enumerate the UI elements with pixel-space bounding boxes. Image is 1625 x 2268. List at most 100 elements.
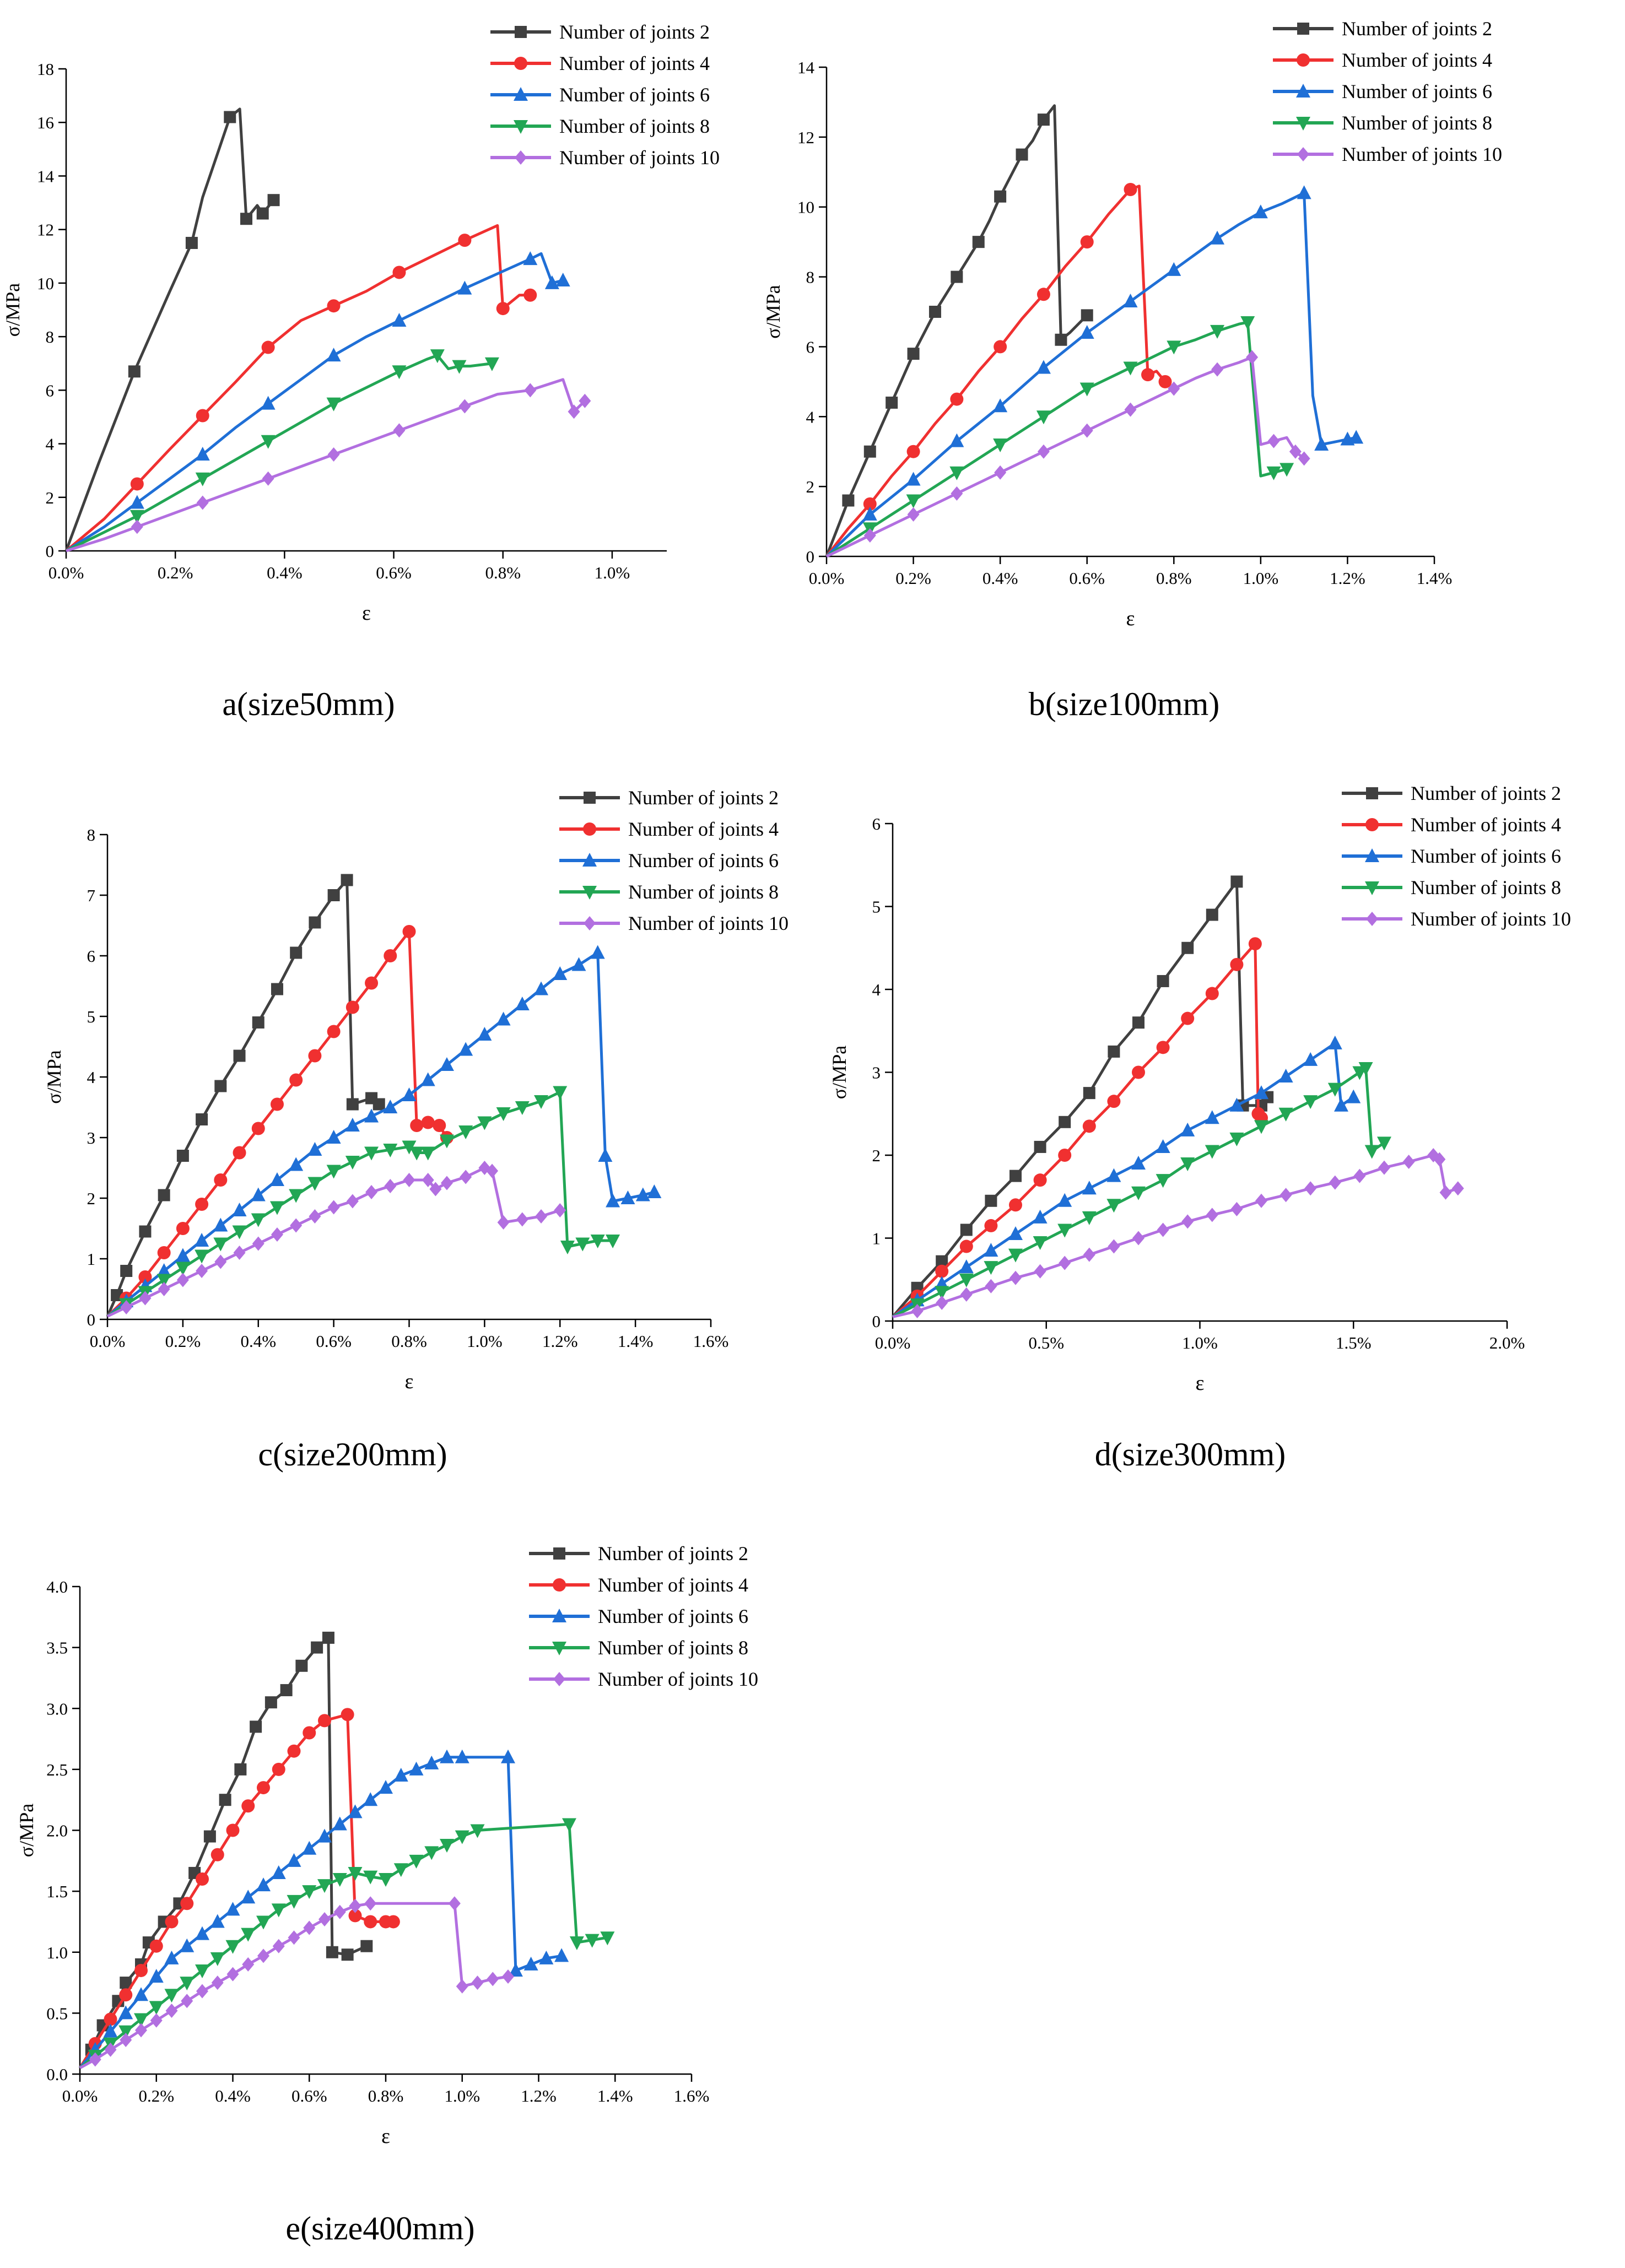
x-axis-label: ε bbox=[362, 602, 371, 625]
data-point bbox=[156, 1274, 171, 1288]
data-point bbox=[289, 1189, 304, 1203]
data-point bbox=[477, 1027, 492, 1041]
data-point bbox=[363, 1792, 378, 1806]
legend-marker bbox=[514, 120, 528, 134]
x-tick-label: 0.2% bbox=[138, 2086, 174, 2105]
data-point bbox=[134, 1963, 148, 1977]
data-point bbox=[241, 1890, 256, 1904]
data-point bbox=[211, 1975, 224, 1990]
data-point bbox=[264, 1696, 277, 1709]
y-tick-label: 8 bbox=[87, 825, 96, 845]
data-point bbox=[470, 1824, 485, 1838]
data-point bbox=[949, 433, 964, 447]
x-tick-label: 1.0% bbox=[595, 563, 630, 582]
data-point bbox=[307, 1177, 322, 1191]
data-point bbox=[1353, 1168, 1366, 1183]
data-point bbox=[568, 404, 580, 419]
data-point bbox=[392, 266, 406, 279]
data-point bbox=[1246, 350, 1259, 365]
data-point bbox=[1349, 430, 1364, 444]
data-point bbox=[534, 981, 549, 995]
data-point bbox=[318, 1912, 331, 1927]
data-point bbox=[226, 1967, 239, 1982]
y-tick-label: 12 bbox=[37, 220, 54, 240]
data-point bbox=[911, 1303, 924, 1318]
data-point bbox=[886, 396, 898, 409]
data-point bbox=[579, 393, 591, 408]
data-point bbox=[226, 1823, 240, 1837]
data-point bbox=[130, 477, 144, 491]
y-tick-label: 2 bbox=[87, 1189, 96, 1208]
y-tick-label: 10 bbox=[797, 198, 814, 217]
data-point bbox=[402, 1140, 417, 1155]
data-point bbox=[280, 1684, 293, 1697]
legend-label: Number of joints 10 bbox=[559, 147, 720, 169]
legend-label: Number of joints 10 bbox=[1342, 143, 1502, 165]
y-tick-label: 0.5 bbox=[46, 2004, 68, 2023]
data-point bbox=[458, 1125, 473, 1139]
x-tick-label: 1.2% bbox=[542, 1331, 578, 1351]
data-point bbox=[553, 1086, 568, 1100]
data-point bbox=[392, 312, 407, 327]
data-point bbox=[120, 2033, 132, 2048]
chart-panel-3: 0 1 2 3 4 5 6 0.0% 0.5% 1.0% 1.5% 2.0% ε σ/MPa Number … bbox=[828, 782, 1571, 1473]
y-axis-label: σ/MPa bbox=[2, 283, 24, 337]
data-point bbox=[196, 409, 209, 423]
data-point bbox=[647, 1184, 662, 1198]
data-point bbox=[430, 349, 445, 364]
legend-marker bbox=[1297, 23, 1309, 35]
data-point bbox=[457, 280, 472, 295]
data-point bbox=[287, 1894, 301, 1909]
series-line bbox=[825, 191, 1357, 557]
data-point bbox=[1124, 402, 1137, 417]
data-point bbox=[842, 494, 855, 507]
x-tick-label: 1.0% bbox=[444, 2086, 480, 2105]
x-tick-label: 1.6% bbox=[674, 2086, 710, 2105]
data-point bbox=[994, 340, 1007, 354]
data-point bbox=[960, 1224, 973, 1236]
y-tick-label: 1 bbox=[87, 1249, 96, 1269]
legend-label: Number of joints 2 bbox=[559, 21, 710, 43]
series-line bbox=[79, 1902, 509, 2070]
legend: Number of joints 2 Number of joints 4 Numb… bbox=[559, 787, 789, 934]
series-4 bbox=[65, 349, 499, 553]
data-point bbox=[128, 365, 141, 378]
data-point bbox=[348, 1909, 362, 1923]
data-point bbox=[1034, 1140, 1046, 1153]
data-point bbox=[1108, 1239, 1120, 1254]
data-point bbox=[118, 2005, 133, 2020]
data-point bbox=[1082, 1119, 1096, 1133]
data-point bbox=[393, 1863, 408, 1877]
data-point bbox=[256, 1877, 271, 1892]
data-point bbox=[456, 1979, 468, 1994]
data-point bbox=[261, 435, 276, 449]
data-point bbox=[993, 398, 1008, 413]
data-point bbox=[157, 1246, 171, 1259]
data-point bbox=[1181, 941, 1194, 954]
x-tick-label: 0.2% bbox=[158, 563, 193, 582]
data-point bbox=[590, 945, 605, 959]
data-point bbox=[232, 1203, 247, 1216]
legend-label: Number of joints 8 bbox=[559, 115, 710, 137]
data-point bbox=[1433, 1152, 1446, 1167]
series-3 bbox=[65, 251, 570, 553]
data-point bbox=[1108, 1045, 1120, 1058]
data-point bbox=[1378, 1160, 1390, 1175]
data-point bbox=[233, 1049, 246, 1062]
data-point bbox=[214, 1254, 227, 1269]
legend-label: Number of joints 10 bbox=[1411, 908, 1571, 930]
data-point bbox=[950, 392, 964, 406]
x-tick-label: 0.0% bbox=[62, 2086, 98, 2105]
data-point bbox=[262, 471, 274, 486]
legend-label: Number of joints 4 bbox=[1411, 814, 1561, 836]
x-tick-label: 0.5% bbox=[1028, 1333, 1064, 1352]
series-4 bbox=[892, 1062, 1391, 1318]
data-point bbox=[349, 1898, 361, 1913]
data-point bbox=[1206, 1208, 1218, 1222]
data-point bbox=[210, 1914, 225, 1928]
data-point bbox=[195, 1233, 209, 1247]
data-point bbox=[421, 1116, 435, 1129]
data-point bbox=[232, 1225, 247, 1239]
x-tick-label: 0.6% bbox=[291, 2086, 327, 2105]
data-point bbox=[327, 299, 341, 313]
